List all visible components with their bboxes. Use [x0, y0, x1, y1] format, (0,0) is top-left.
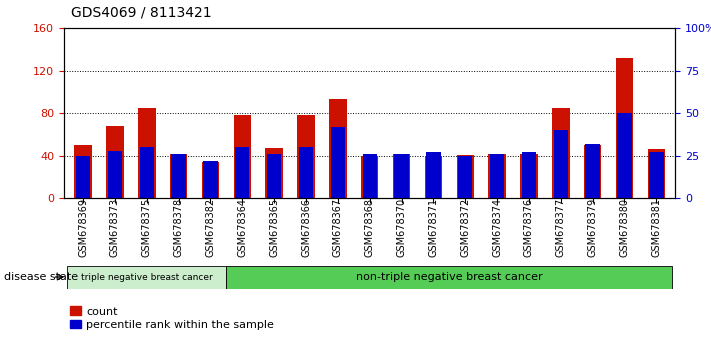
Bar [265, 148, 283, 198]
Bar [522, 152, 536, 198]
Bar [108, 151, 122, 198]
Bar [458, 156, 472, 198]
Text: GSM678364: GSM678364 [237, 198, 247, 257]
Legend: count, percentile rank within the sample: count, percentile rank within the sample [70, 307, 274, 330]
Bar [648, 149, 665, 198]
Text: disease state: disease state [4, 272, 77, 282]
Text: GSM678381: GSM678381 [651, 198, 661, 257]
Bar [299, 147, 313, 198]
Text: GSM678366: GSM678366 [301, 198, 311, 257]
Text: GSM678377: GSM678377 [556, 198, 566, 257]
Bar [584, 145, 602, 198]
Bar [202, 162, 219, 198]
Bar [297, 115, 315, 198]
Text: non-triple negative breast cancer: non-triple negative breast cancer [356, 272, 542, 282]
Bar [267, 154, 282, 198]
Bar [427, 152, 441, 198]
Text: GSM678382: GSM678382 [205, 198, 215, 257]
Bar [139, 147, 154, 198]
Bar [361, 156, 378, 198]
Bar [329, 99, 347, 198]
Bar [488, 154, 506, 198]
Bar [138, 108, 156, 198]
Bar [235, 147, 250, 198]
Bar [363, 154, 377, 198]
Bar [456, 155, 474, 198]
Bar [234, 115, 251, 198]
Text: triple negative breast cancer: triple negative breast cancer [81, 273, 213, 281]
Text: GDS4069 / 8113421: GDS4069 / 8113421 [71, 5, 212, 19]
Text: GSM678370: GSM678370 [397, 198, 407, 257]
Bar [170, 154, 188, 198]
Text: GSM678372: GSM678372 [460, 198, 470, 257]
Text: GSM678379: GSM678379 [588, 198, 598, 257]
Bar [106, 126, 124, 198]
Bar [171, 154, 186, 198]
Bar [617, 113, 631, 198]
Text: GSM678369: GSM678369 [78, 198, 88, 257]
Bar [554, 130, 568, 198]
Bar [76, 156, 90, 198]
Bar [331, 127, 345, 198]
Text: GSM678367: GSM678367 [333, 198, 343, 257]
Text: GSM678376: GSM678376 [524, 198, 534, 257]
Bar [585, 144, 600, 198]
Text: GSM678375: GSM678375 [141, 198, 151, 257]
Bar [520, 154, 538, 198]
Bar [424, 156, 442, 198]
Text: GSM678373: GSM678373 [110, 198, 120, 257]
Bar [203, 161, 218, 198]
Bar [395, 154, 409, 198]
Bar [392, 154, 410, 198]
Text: GSM678380: GSM678380 [619, 198, 629, 257]
Text: GSM678378: GSM678378 [173, 198, 183, 257]
Text: GSM678374: GSM678374 [492, 198, 502, 257]
Bar [490, 154, 504, 198]
Bar [552, 108, 570, 198]
Bar [67, 266, 226, 289]
Text: GSM678371: GSM678371 [429, 198, 439, 257]
Text: GSM678365: GSM678365 [269, 198, 279, 257]
Bar [649, 152, 663, 198]
Bar [616, 58, 634, 198]
Text: GSM678368: GSM678368 [365, 198, 375, 257]
Bar [226, 266, 673, 289]
Bar [75, 145, 92, 198]
